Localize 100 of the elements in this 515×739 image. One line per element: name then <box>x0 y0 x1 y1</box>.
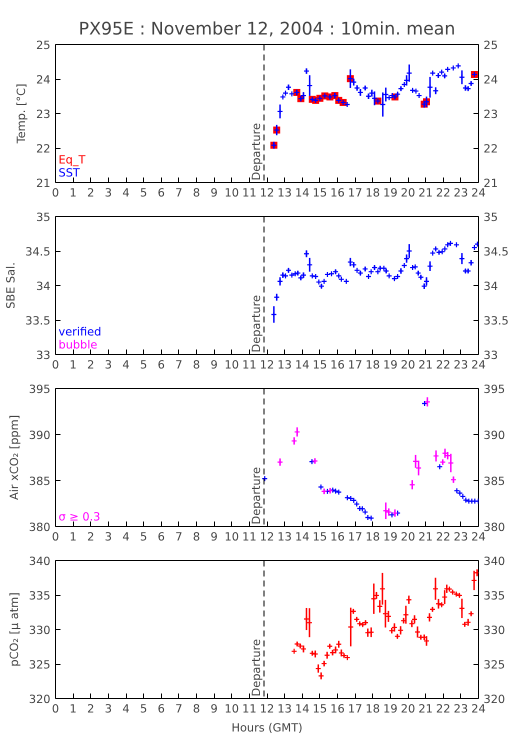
y2-tick-label: 395 <box>484 382 506 396</box>
x-tick-label: 5 <box>140 530 148 544</box>
x-tick-label: 0 <box>52 186 60 200</box>
x-tick-label: 19 <box>383 186 398 200</box>
x-tick-label: 16 <box>330 358 345 372</box>
x-tick-label: 11 <box>242 358 257 372</box>
x-tick-label: 15 <box>312 358 328 372</box>
x-tick-label: 17 <box>348 530 362 544</box>
x-tick-label: 14 <box>295 702 310 716</box>
y2-tick-label: 25 <box>484 38 498 52</box>
x-tick-label: 8 <box>192 530 200 544</box>
y-tick-label: 385 <box>28 474 51 488</box>
x-tick-label: 1 <box>70 358 77 372</box>
y-tick-label: 33.5 <box>25 314 51 328</box>
x-tick-label: 17 <box>348 186 362 200</box>
y-tick-label: 34.5 <box>25 244 51 258</box>
x-tick-label: 4 <box>122 702 130 716</box>
x-tick-label: 0 <box>52 358 60 372</box>
x-tick-label: 14 <box>295 530 310 544</box>
y-axis-title: SBE Sal. <box>3 262 18 309</box>
y-tick-label: 390 <box>28 428 51 442</box>
x-tick-label: 9 <box>210 358 218 372</box>
y-tick-label: 380 <box>28 520 51 534</box>
x-tick-label: 23 <box>454 358 468 372</box>
x-tick-label: 11 <box>242 186 257 200</box>
x-tick-label: 18 <box>366 530 380 544</box>
y-tick-label: 22 <box>36 142 51 156</box>
y-tick-label: 33 <box>36 348 51 362</box>
x-tick-label: 13 <box>277 702 292 716</box>
y2-tick-label: 23 <box>484 107 498 121</box>
x-tick-label: 19 <box>383 358 398 372</box>
y-axis-title: Temp. [°C] <box>14 84 28 144</box>
ref-line-label: Departure <box>249 638 264 696</box>
y-tick-label: 335 <box>28 588 51 602</box>
x-tick-label: 1 <box>70 702 77 716</box>
x-tick-label: 17 <box>348 702 362 716</box>
x-tick-label: 16 <box>330 530 345 544</box>
y-tick-label: 330 <box>28 623 51 637</box>
x-tick-label: 15 <box>312 186 328 200</box>
x-tick-label: 24 <box>471 186 486 200</box>
y-tick-label: 23 <box>36 107 51 121</box>
x-tick-label: 13 <box>277 358 292 372</box>
ref-line-label: Departure <box>249 122 264 180</box>
y2-tick-label: 390 <box>484 428 506 442</box>
y-tick-label: 25 <box>36 38 51 52</box>
x-tick-label: 8 <box>192 702 200 716</box>
x-tick-label: 12 <box>260 358 274 372</box>
text: verified <box>58 324 102 338</box>
ref-line-label: Departure <box>249 294 264 352</box>
y-axis-title: pCO₂ [µ atm] <box>6 592 21 667</box>
x-tick-label: 5 <box>140 186 148 200</box>
y2-tick-label: 33 <box>484 348 498 362</box>
x-tick-label: 7 <box>175 358 182 372</box>
x-tick-label: 2 <box>87 702 94 716</box>
x-tick-label: 20 <box>400 358 416 372</box>
y-axis-title: Air xCO₂ [ppm] <box>6 414 21 500</box>
x-tick-label: 7 <box>175 530 182 544</box>
x-tick-label: 21 <box>418 702 433 716</box>
x-tick-label: 0 <box>52 702 60 716</box>
x-tick-label: 18 <box>366 702 380 716</box>
y-tick-label: 325 <box>28 658 51 672</box>
y2-tick-label: 34.5 <box>484 244 509 258</box>
x-tick-label: 11 <box>242 530 257 544</box>
y2-tick-label: 320 <box>484 692 506 706</box>
y2-tick-label: 385 <box>484 474 506 488</box>
x-tick-label: 12 <box>260 186 274 200</box>
x-tick-label: 3 <box>104 530 112 544</box>
x-axis-title: Hours (GMT) <box>231 720 303 734</box>
x-tick-label: 21 <box>418 358 433 372</box>
y-tick-label: 340 <box>28 554 51 568</box>
x-tick-label: 24 <box>471 358 486 372</box>
y2-tick-label: 33.5 <box>484 314 509 328</box>
x-tick-label: 14 <box>295 358 310 372</box>
x-tick-label: 2 <box>87 530 94 544</box>
x-tick-label: 10 <box>224 530 239 544</box>
x-tick-label: 6 <box>158 702 165 716</box>
x-tick-label: 20 <box>400 186 416 200</box>
x-tick-label: 20 <box>400 530 416 544</box>
x-tick-label: 16 <box>330 702 345 716</box>
x-tick-label: 5 <box>140 358 148 372</box>
x-tick-label: 12 <box>260 530 274 544</box>
y2-tick-label: 330 <box>484 623 506 637</box>
text: Eq_T <box>58 152 86 166</box>
y-tick-label: 35 <box>36 210 51 224</box>
x-tick-label: 6 <box>158 358 165 372</box>
x-tick-label: 14 <box>295 186 310 200</box>
y2-tick-label: 380 <box>484 520 506 534</box>
ref-line-label: Departure <box>249 466 264 524</box>
x-tick-label: 9 <box>210 702 218 716</box>
x-tick-label: 18 <box>366 358 380 372</box>
text: σ ≥ 0.3 <box>58 510 100 524</box>
x-tick-label: 5 <box>140 702 148 716</box>
x-tick-label: 13 <box>277 186 292 200</box>
x-tick-label: 10 <box>224 358 239 372</box>
x-tick-label: 4 <box>122 530 130 544</box>
y2-tick-label: 21 <box>484 176 498 190</box>
x-tick-label: 24 <box>471 530 486 544</box>
x-tick-label: 19 <box>383 702 398 716</box>
y-tick-label: 395 <box>28 382 51 396</box>
x-tick-label: 22 <box>436 530 450 544</box>
